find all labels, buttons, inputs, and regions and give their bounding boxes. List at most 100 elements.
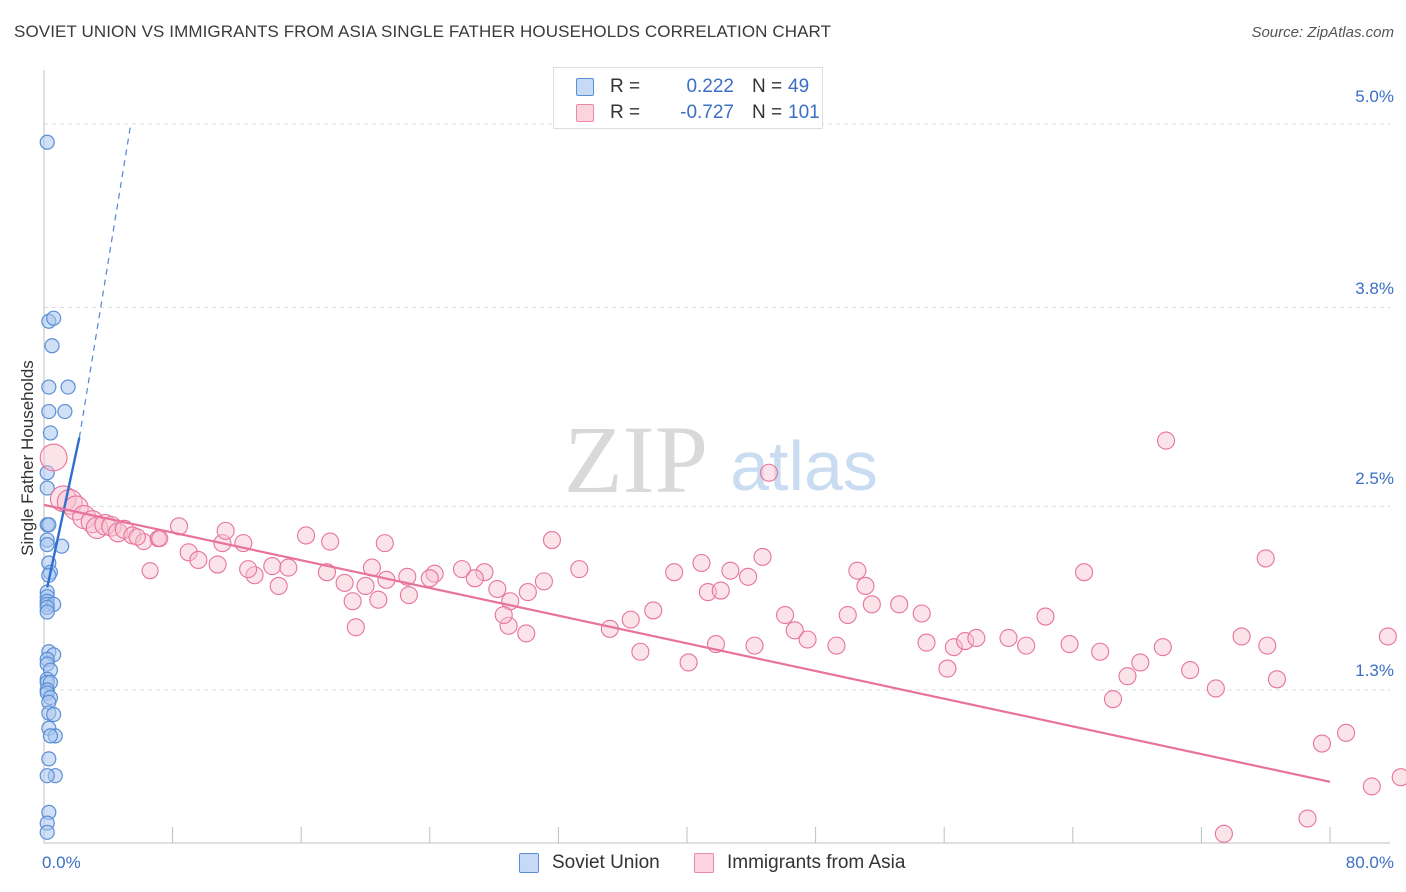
- legend-n-label: N =: [752, 102, 783, 123]
- y-tick-label-3-8: 3.8%: [1355, 279, 1394, 298]
- data-point-immigrants-from-asia: [1362, 777, 1381, 796]
- legend-r-value: -0.727: [680, 102, 734, 123]
- legend-n-value: 101: [788, 102, 820, 123]
- data-point-soviet-union: [46, 310, 62, 326]
- data-point-immigrants-from-asia: [944, 638, 963, 657]
- trend-extension-soviet-union: [78, 123, 132, 438]
- data-point-immigrants-from-asia: [1378, 627, 1397, 646]
- data-point-immigrants-from-asia: [1312, 734, 1332, 753]
- y-tick-label-5: 5.0%: [1355, 87, 1394, 106]
- data-point-immigrants-from-asia: [1060, 635, 1079, 654]
- data-point-immigrants-from-asia: [1153, 638, 1172, 657]
- data-point-immigrants-from-asia: [665, 563, 684, 582]
- data-point-immigrants-from-asia: [785, 621, 804, 640]
- data-point-immigrants-from-asia: [517, 624, 536, 643]
- data-point-immigrants-from-asia: [151, 529, 169, 548]
- bottom-legend-swatch-blue: [519, 853, 539, 873]
- zipatlas-watermark: ZIP atlas: [564, 406, 878, 513]
- trend-line-soviet-union: [46, 437, 81, 588]
- data-point-immigrants-from-asia: [759, 463, 779, 482]
- legend-r-label: R =: [610, 102, 641, 123]
- data-point-immigrants-from-asia: [399, 586, 418, 605]
- data-point-immigrants-from-asia: [856, 576, 875, 596]
- data-point-immigrants-from-asia: [269, 576, 288, 596]
- correlation-legend: R = 0.222 N = 49 R = -0.727 N = 101: [553, 67, 823, 129]
- y-tick-label-1-3: 1.3%: [1355, 661, 1394, 680]
- data-point-immigrants-from-asia: [798, 630, 817, 649]
- x-tick-label-80: 80.0%: [1345, 853, 1394, 872]
- data-point-immigrants-from-asia: [369, 590, 388, 609]
- data-point-immigrants-from-asia: [917, 633, 936, 652]
- data-point-immigrants-from-asia: [1036, 607, 1055, 626]
- data-point-soviet-union: [60, 379, 76, 395]
- data-point-soviet-union: [42, 425, 59, 441]
- legend-r-value: 0.222: [686, 76, 734, 97]
- data-point-immigrants-from-asia: [644, 601, 663, 620]
- data-point-immigrants-from-asia: [343, 592, 362, 611]
- data-point-immigrants-from-asia: [692, 553, 711, 573]
- data-point-immigrants-from-asia: [1256, 549, 1275, 568]
- data-point-immigrants-from-asia: [1017, 636, 1036, 655]
- data-point-immigrants-from-asia: [753, 547, 772, 566]
- data-point-soviet-union: [41, 517, 57, 533]
- data-point-immigrants-from-asia: [179, 543, 198, 562]
- data-point-immigrants-from-asia: [631, 642, 650, 661]
- data-point-immigrants-from-asia: [279, 558, 298, 577]
- data-point-immigrants-from-asia: [848, 561, 867, 580]
- data-point-immigrants-from-asia: [128, 528, 146, 546]
- data-point-immigrants-from-asia: [1232, 627, 1251, 646]
- data-point-immigrants-from-asia: [721, 561, 740, 580]
- trend-lines: [43, 123, 1331, 783]
- data-point-immigrants-from-asia: [999, 628, 1018, 648]
- data-point-immigrants-from-asia: [1391, 768, 1406, 787]
- data-point-soviet-union: [42, 728, 59, 744]
- data-point-immigrants-from-asia: [1091, 642, 1110, 661]
- data-point-immigrants-from-asia: [494, 605, 513, 625]
- bottom-legend-label: Immigrants from Asia: [727, 852, 906, 873]
- data-point-immigrants-from-asia: [776, 605, 795, 625]
- x-tick-label-0: 0.0%: [42, 853, 81, 872]
- data-point-immigrants-from-asia: [1181, 661, 1200, 680]
- data-point-soviet-union: [54, 538, 70, 554]
- data-point-immigrants-from-asia: [890, 595, 909, 614]
- series-immigrants-from-asia: [39, 431, 1406, 843]
- data-point-immigrants-from-asia: [938, 659, 957, 678]
- data-point-immigrants-from-asia: [745, 636, 764, 655]
- data-point-soviet-union: [39, 537, 55, 553]
- data-point-immigrants-from-asia: [475, 563, 494, 582]
- data-point-soviet-union: [39, 480, 55, 496]
- data-point-immigrants-from-asia: [967, 628, 986, 648]
- data-point-immigrants-from-asia: [375, 534, 394, 553]
- data-point-immigrants-from-asia: [621, 610, 640, 629]
- data-point-soviet-union: [57, 403, 73, 420]
- gridlines: [44, 123, 1390, 691]
- data-point-immigrants-from-asia: [1156, 431, 1176, 450]
- data-point-immigrants-from-asia: [398, 567, 417, 586]
- data-point-immigrants-from-asia: [862, 595, 881, 614]
- data-point-soviet-union: [46, 706, 62, 723]
- data-point-immigrants-from-asia: [1118, 667, 1137, 686]
- data-point-immigrants-from-asia: [1267, 670, 1287, 689]
- data-point-immigrants-from-asia: [570, 560, 589, 579]
- data-point-immigrants-from-asia: [263, 557, 282, 576]
- data-point-immigrants-from-asia: [1258, 636, 1277, 655]
- data-point-immigrants-from-asia: [488, 579, 507, 599]
- data-point-immigrants-from-asia: [335, 573, 354, 592]
- legend-swatch-blue: [576, 78, 594, 96]
- data-point-immigrants-from-asia: [189, 550, 208, 570]
- data-point-immigrants-from-asia: [296, 526, 316, 545]
- data-point-immigrants-from-asia: [1131, 653, 1150, 672]
- data-point-immigrants-from-asia: [838, 605, 857, 625]
- watermark-zip: ZIP: [564, 406, 708, 513]
- legend-r-label: R =: [610, 76, 641, 97]
- data-point-immigrants-from-asia: [679, 653, 698, 672]
- data-point-immigrants-from-asia: [141, 562, 159, 580]
- data-point-immigrants-from-asia: [317, 563, 336, 582]
- bottom-legend-label: Soviet Union: [552, 852, 660, 873]
- data-point-soviet-union: [41, 379, 57, 395]
- data-point-immigrants-from-asia: [1103, 690, 1123, 709]
- data-point-immigrants-from-asia: [420, 569, 439, 588]
- data-point-immigrants-from-asia: [356, 576, 375, 596]
- data-point-immigrants-from-asia: [321, 532, 340, 551]
